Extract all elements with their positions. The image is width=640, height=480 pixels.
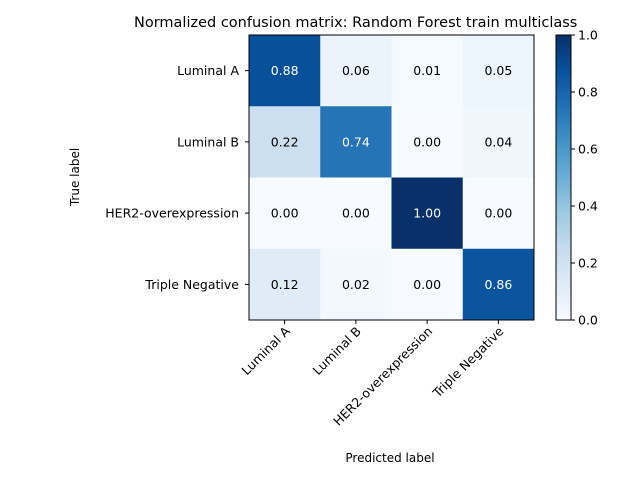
cell-value-label: 0.00 <box>413 134 441 149</box>
cell-value-label: 1.00 <box>413 206 441 221</box>
heatmap-cells: 0.88 0.06 0.01 0.05 0.22 0.74 0.00 0.04 0.00 0.00… <box>249 35 535 321</box>
y-tick-label: HER2-overexpression <box>105 206 239 221</box>
cell-value-label: 0.86 <box>484 277 512 292</box>
x-axis-ticks: Luminal A Luminal BHER2-overexpressionTri… <box>238 320 507 429</box>
y-tick-label: Triple Negative <box>144 277 239 292</box>
colorbar <box>555 34 572 321</box>
cell-value-label: 0.12 <box>271 277 299 292</box>
cell-value-label: 0.04 <box>484 134 512 149</box>
cell-value-label: 0.00 <box>484 206 512 221</box>
heatmap-cell <box>462 35 535 107</box>
heatmap-cell <box>320 35 392 107</box>
colorbar-tick-label: 0.4 <box>578 199 598 214</box>
heatmap-cell <box>249 106 321 178</box>
heatmap-cell <box>320 106 392 178</box>
cell-value-label: 0.05 <box>484 63 512 78</box>
chart-title: Normalized confusion matrix: Random Fore… <box>134 15 577 31</box>
matrix-frame <box>248 34 535 321</box>
colorbar-tick-label: 0.0 <box>578 313 598 328</box>
cell-value-label: 0.00 <box>413 277 441 292</box>
x-tick-label: Triple Negative <box>429 323 507 401</box>
colorbar-tick-label: 0.8 <box>578 85 598 100</box>
y-tick-label: Luminal A <box>177 63 239 78</box>
cell-value-label: 0.01 <box>413 63 441 78</box>
x-tick-label: Luminal B <box>310 324 364 378</box>
heatmap-cell <box>462 248 535 321</box>
cell-value-label: 0.22 <box>271 134 299 149</box>
heatmap-cell <box>391 35 464 107</box>
colorbar-ticks: 0.0 0.2 0.4 0.6 0.8 1.0 <box>571 28 598 328</box>
heatmap-cell <box>391 106 464 178</box>
cell-value-label: 0.02 <box>342 277 370 292</box>
cell-value-label: 0.74 <box>342 134 370 149</box>
heatmap-cell <box>391 177 464 250</box>
cell-value-label: 0.00 <box>271 206 299 221</box>
colorbar-tick-label: 1.0 <box>578 28 598 43</box>
y-tick-label: Luminal B <box>177 134 239 149</box>
heatmap-cell <box>249 248 321 321</box>
heatmap-cell <box>249 177 321 250</box>
heatmap-cell <box>320 248 392 321</box>
heatmap-cell <box>249 35 321 107</box>
heatmap-cell <box>320 177 392 250</box>
colorbar-tick-label: 0.6 <box>578 142 598 157</box>
cell-value-label: 0.06 <box>342 63 370 78</box>
colorbar-tick-label: 0.2 <box>578 256 598 271</box>
cell-value-label: 0.00 <box>342 206 370 221</box>
cell-value-label: 0.88 <box>271 63 299 78</box>
y-axis-ticks: Luminal A Luminal B HER2-overexpression Tri… <box>105 63 249 292</box>
y-axis-label: True label <box>68 148 82 207</box>
x-tick-label: Luminal A <box>238 323 293 378</box>
heatmap-cell <box>391 248 464 321</box>
x-axis-label: Predicted label <box>345 451 434 465</box>
heatmap-cell <box>462 177 535 250</box>
heatmap-cell <box>462 106 535 178</box>
